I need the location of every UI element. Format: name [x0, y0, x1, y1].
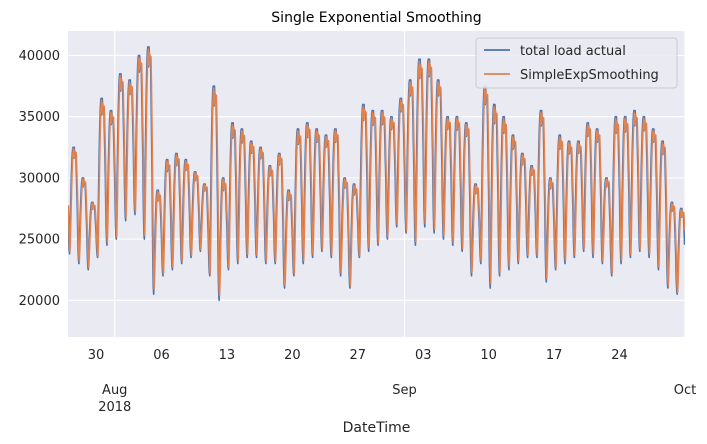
x-tick-label-minor: 13: [219, 348, 236, 363]
x-tick-label-year: 2018: [98, 400, 131, 415]
y-tick-label: 25000: [19, 233, 60, 248]
x-tick-label-minor: 03: [415, 348, 432, 363]
x-tick-label-minor: 20: [284, 348, 301, 363]
series-line-smoothed: [68, 48, 685, 297]
legend-label-smoothed: SimpleExpSmoothing: [520, 68, 659, 83]
x-tick-label-minor: 24: [611, 348, 628, 363]
x-tick-label-minor: 06: [153, 348, 170, 363]
x-tick-label-minor: 17: [546, 348, 563, 363]
x-tick-label-minor: 10: [480, 348, 497, 363]
x-tick-label-major: Oct: [674, 383, 696, 398]
legend-label-actual: total load actual: [520, 44, 626, 59]
x-tick-label-major: Aug: [102, 383, 127, 398]
x-tick-label-minor: 30: [88, 348, 105, 363]
y-tick-label: 20000: [19, 294, 60, 309]
y-tick-label: 30000: [19, 171, 60, 186]
y-tick-label: 40000: [19, 49, 60, 64]
x-axis-label: DateTime: [343, 420, 411, 436]
y-axis-ticks: 20000 25000 30000 35000 40000: [19, 49, 60, 309]
legend: total load actual SimpleExpSmoothing: [475, 37, 678, 89]
y-tick-label: 35000: [19, 110, 60, 125]
x-tick-label-minor: 27: [350, 348, 367, 363]
x-tick-label-major: Sep: [392, 383, 417, 398]
x-axis-ticks: 30 06 13 20 27 03 10 17 24 Aug 2018 Sep Oct: [88, 348, 696, 415]
chart-title: Single Exponential Smoothing: [271, 10, 481, 26]
legend-box: [475, 37, 678, 89]
plot-lines: [68, 46, 685, 302]
